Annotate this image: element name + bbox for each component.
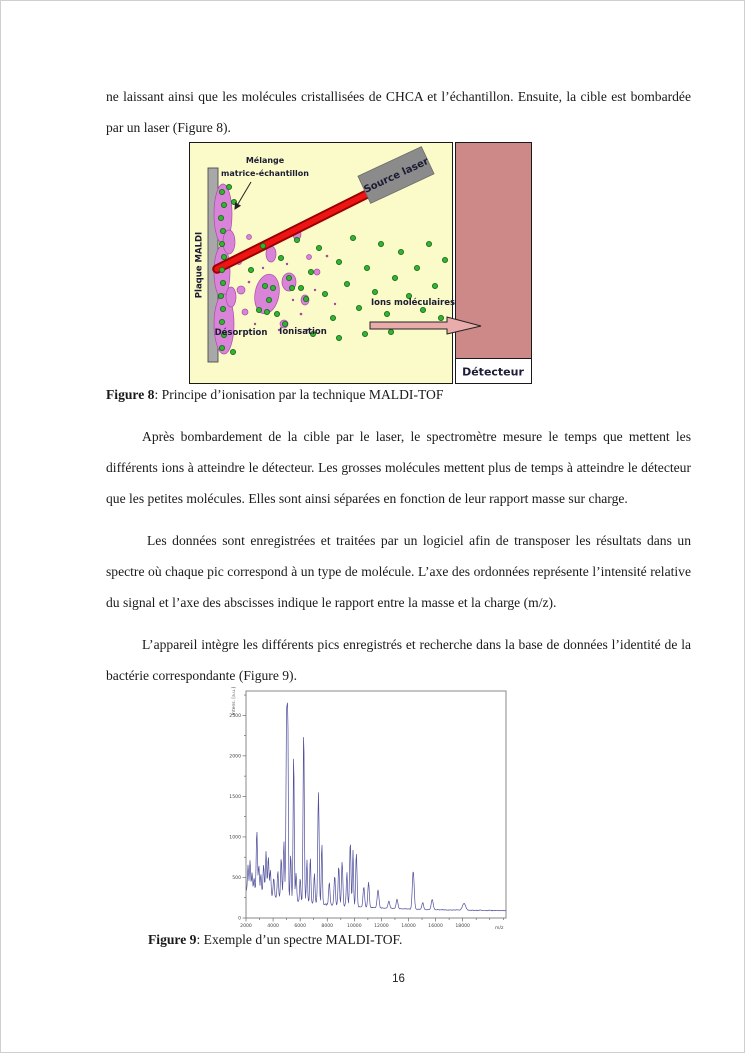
svg-text:12000: 12000	[374, 923, 389, 929]
figure8-caption-label: Figure 8	[106, 387, 155, 402]
maldi-plate-label: Plaque MALDI	[195, 232, 205, 298]
ionisation-label: Ionisation	[279, 327, 327, 337]
paragraph-2: Après bombardement de la cible par le la…	[106, 429, 691, 506]
svg-text:8000: 8000	[321, 923, 333, 929]
figure9-caption-text: : Exemple d’un spectre MALDI-TOF.	[196, 932, 403, 947]
svg-text:16000: 16000	[428, 923, 443, 929]
svg-text:500: 500	[232, 875, 241, 881]
matrix-mixture-label-line1: Mélange	[246, 155, 285, 165]
page-number: 16	[392, 973, 405, 985]
molecular-ions-dots	[217, 184, 448, 355]
svg-text:14000: 14000	[401, 923, 416, 929]
figure9-caption-label: Figure 9	[148, 932, 197, 947]
svg-text:1000: 1000	[229, 835, 241, 841]
matrix-mixture-label-line2: matrice-échantillon	[221, 168, 309, 178]
svg-text:18000: 18000	[455, 923, 470, 929]
chart-frame	[245, 690, 507, 919]
matrix-mixture-arrow	[234, 181, 252, 210]
svg-text:6000: 6000	[294, 923, 306, 929]
svg-text:2000: 2000	[229, 753, 241, 759]
figure8-diagram: Détecteur Plaque MALDI	[189, 142, 532, 385]
figure9-spectrum: 2000 4000 6000 8000 10000 12000 14000 16000 1800…	[226, 686, 516, 936]
y-axis-label: Intens. [a.u.]	[231, 687, 237, 715]
desorption-label: Désorption	[215, 327, 268, 338]
matrix-sample-blobs	[213, 183, 321, 355]
svg-text:1500: 1500	[229, 794, 241, 800]
svg-text:10000: 10000	[347, 923, 362, 929]
paragraph-1: ne laissant ainsi que les molécules cris…	[106, 89, 691, 135]
maldi-ionization-diagram: Détecteur Plaque MALDI	[189, 142, 532, 384]
svg-text:4000: 4000	[267, 923, 279, 929]
molecular-ions-label: Ions moléculaires	[371, 297, 455, 308]
maldi-spectrum-chart: 2000 4000 6000 8000 10000 12000 14000 16000 1800…	[229, 687, 507, 931]
paragraph-4: L’appareil intègre les différents pics e…	[106, 637, 691, 683]
ions-flow-arrow	[369, 316, 482, 335]
figure8-caption: Figure 8: Principe d’ionisation par la t…	[106, 385, 443, 405]
spectrum-line	[245, 702, 507, 912]
paragraph-3: Les données sont enregistrées et traitée…	[106, 533, 691, 610]
figure9-caption: Figure 9: Exemple d’un spectre MALDI-TOF…	[148, 930, 402, 950]
x-axis-ticks: 2000 4000 6000 8000 10000 12000 14000 16000 1800…	[240, 918, 504, 929]
y-axis-ticks: 0 500 1000 1500 2000 2500	[229, 694, 246, 922]
svg-text:2000: 2000	[240, 923, 252, 929]
detector-label: Détecteur	[462, 366, 524, 379]
detector-label-box	[455, 358, 532, 384]
svg-text:2500: 2500	[229, 713, 241, 719]
x-axis-label: m/z	[495, 925, 504, 931]
svg-text:0: 0	[238, 916, 241, 922]
figure8-caption-text: : Principe d’ionisation par la technique…	[154, 387, 444, 402]
